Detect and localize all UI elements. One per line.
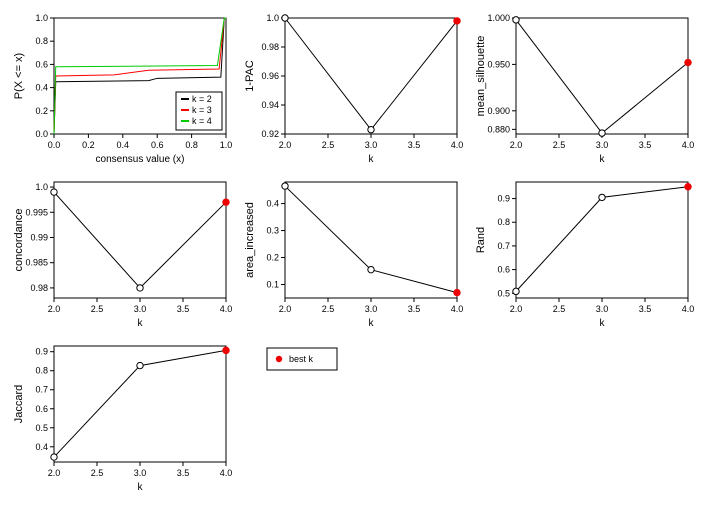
bestk-legend-panel: best k [241, 338, 468, 498]
svg-text:0.2: 0.2 [266, 253, 279, 263]
svg-text:0.92: 0.92 [261, 129, 279, 139]
svg-text:2.5: 2.5 [553, 304, 566, 314]
metric-panel-Rand: 2.0 2.5 3.0 3.5 4.0 0.5 0.6 0.7 0.8 0.9 k Rand [472, 174, 699, 334]
svg-text:k = 4: k = 4 [192, 116, 212, 126]
svg-text:Rand: Rand [475, 227, 487, 253]
svg-text:0.4: 0.4 [117, 140, 130, 150]
svg-text:3.5: 3.5 [177, 468, 190, 478]
svg-text:concordance: concordance [13, 209, 25, 272]
cdf-panel: 0.0 0.2 0.4 0.6 0.8 1.0 0.0 0.2 0.4 0.6 0.8 1.0 cons… [10, 10, 237, 170]
svg-text:4.0: 4.0 [682, 140, 695, 150]
svg-text:0.4: 0.4 [35, 83, 48, 93]
svg-text:k: k [600, 318, 606, 329]
svg-text:4.0: 4.0 [451, 140, 464, 150]
metric-panel-area_increased: 2.0 2.5 3.0 3.5 4.0 0.1 0.2 0.3 0.4 k area_increas… [241, 174, 468, 334]
svg-text:0.8: 0.8 [35, 366, 48, 376]
svg-text:2.0: 2.0 [48, 304, 61, 314]
svg-text:0.995: 0.995 [25, 207, 48, 217]
svg-text:best k: best k [289, 354, 314, 364]
metric-panel-1-PAC: 2.0 2.5 3.0 3.5 4.0 0.92 0.94 0.96 0.98 1.0 k 1-PAC [241, 10, 468, 170]
svg-text:3.5: 3.5 [177, 304, 190, 314]
svg-text:k: k [369, 318, 375, 329]
svg-text:0.985: 0.985 [25, 258, 48, 268]
svg-text:3.5: 3.5 [639, 304, 652, 314]
svg-text:2.0: 2.0 [279, 304, 292, 314]
svg-text:mean_silhouette: mean_silhouette [475, 36, 487, 117]
svg-text:0.5: 0.5 [497, 288, 510, 298]
svg-text:3.0: 3.0 [596, 140, 609, 150]
svg-text:0.950: 0.950 [487, 59, 510, 69]
svg-text:0.98: 0.98 [30, 283, 48, 293]
svg-text:0.8: 0.8 [35, 36, 48, 46]
svg-text:2.5: 2.5 [91, 468, 104, 478]
svg-text:2.5: 2.5 [91, 304, 104, 314]
svg-text:0.0: 0.0 [48, 140, 61, 150]
svg-text:4.0: 4.0 [220, 304, 233, 314]
svg-text:3.0: 3.0 [365, 304, 378, 314]
svg-text:0.4: 0.4 [266, 199, 279, 209]
svg-text:4.0: 4.0 [451, 304, 464, 314]
svg-text:k = 3: k = 3 [192, 105, 212, 115]
svg-text:2.0: 2.0 [510, 140, 523, 150]
svg-text:1.0: 1.0 [266, 13, 279, 23]
svg-text:0.2: 0.2 [35, 106, 48, 116]
svg-text:1-PAC: 1-PAC [244, 60, 256, 92]
svg-text:2.5: 2.5 [322, 304, 335, 314]
svg-text:0.6: 0.6 [151, 140, 164, 150]
svg-text:0.99: 0.99 [30, 232, 48, 242]
svg-text:0.9: 0.9 [497, 194, 510, 204]
svg-text:3.0: 3.0 [365, 140, 378, 150]
svg-text:0.7: 0.7 [35, 385, 48, 395]
svg-text:consensus value (x): consensus value (x) [96, 154, 185, 165]
svg-text:0.1: 0.1 [266, 280, 279, 290]
svg-text:4.0: 4.0 [682, 304, 695, 314]
svg-text:0.4: 0.4 [35, 442, 48, 452]
svg-text:P(X <= x): P(X <= x) [13, 53, 25, 99]
svg-text:3.5: 3.5 [408, 304, 421, 314]
svg-text:2.0: 2.0 [510, 304, 523, 314]
svg-text:k: k [138, 482, 144, 493]
svg-text:Jaccard: Jaccard [13, 385, 25, 424]
svg-text:1.0: 1.0 [220, 140, 233, 150]
svg-text:area_increased: area_increased [244, 202, 256, 278]
svg-text:k: k [600, 154, 606, 165]
svg-text:3.5: 3.5 [639, 140, 652, 150]
svg-text:0.900: 0.900 [487, 106, 510, 116]
metric-panel-mean_silhouette: 2.0 2.5 3.0 3.5 4.0 0.880 0.900 0.950 1.000 k mean… [472, 10, 699, 170]
svg-text:0.6: 0.6 [35, 59, 48, 69]
svg-text:0.98: 0.98 [261, 42, 279, 52]
svg-text:0.6: 0.6 [497, 265, 510, 275]
svg-text:0.0: 0.0 [35, 129, 48, 139]
svg-text:0.2: 0.2 [82, 140, 95, 150]
svg-text:0.880: 0.880 [487, 124, 510, 134]
svg-text:0.9: 0.9 [35, 347, 48, 357]
svg-text:1.0: 1.0 [35, 182, 48, 192]
metric-panel-Jaccard: 2.0 2.5 3.0 3.5 4.0 0.4 0.5 0.6 0.7 0.8 0.9 k Jaccar… [10, 338, 237, 498]
svg-text:0.5: 0.5 [35, 423, 48, 433]
chart-grid: 0.0 0.2 0.4 0.6 0.8 1.0 0.0 0.2 0.4 0.6 0.8 1.0 cons… [10, 10, 710, 498]
svg-text:2.0: 2.0 [48, 468, 61, 478]
svg-text:0.8: 0.8 [185, 140, 198, 150]
svg-text:0.7: 0.7 [497, 241, 510, 251]
svg-text:1.000: 1.000 [487, 13, 510, 23]
svg-text:3.5: 3.5 [408, 140, 421, 150]
svg-text:2.5: 2.5 [322, 140, 335, 150]
svg-text:2.0: 2.0 [279, 140, 292, 150]
svg-text:0.3: 0.3 [266, 226, 279, 236]
svg-text:2.5: 2.5 [553, 140, 566, 150]
svg-text:0.96: 0.96 [261, 71, 279, 81]
metric-panel-concordance: 2.0 2.5 3.0 3.5 4.0 0.98 0.985 0.99 0.995 1.0 k con… [10, 174, 237, 334]
svg-text:k = 2: k = 2 [192, 94, 212, 104]
svg-text:3.0: 3.0 [596, 304, 609, 314]
svg-text:k: k [138, 318, 144, 329]
svg-text:0.94: 0.94 [261, 100, 279, 110]
svg-text:3.0: 3.0 [134, 304, 147, 314]
svg-text:3.0: 3.0 [134, 468, 147, 478]
svg-text:1.0: 1.0 [35, 13, 48, 23]
svg-text:4.0: 4.0 [220, 468, 233, 478]
svg-text:0.6: 0.6 [35, 404, 48, 414]
svg-text:0.8: 0.8 [497, 217, 510, 227]
svg-text:k: k [369, 154, 375, 165]
